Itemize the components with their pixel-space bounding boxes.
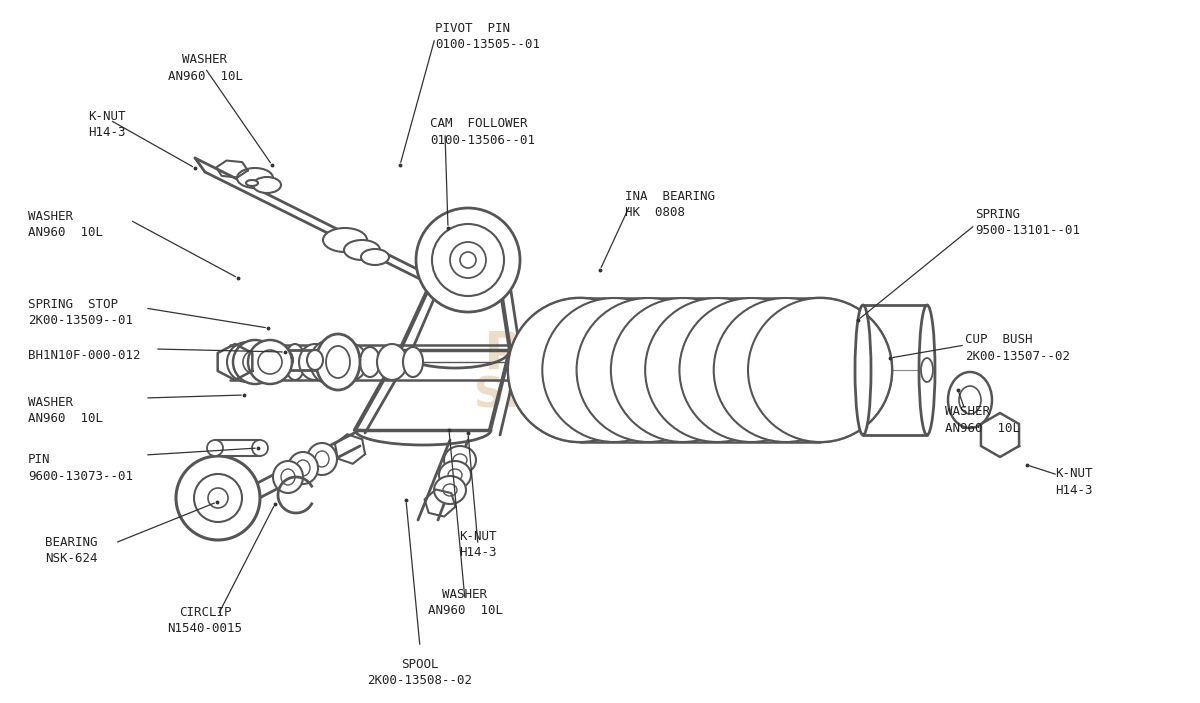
Ellipse shape <box>307 350 323 370</box>
Text: K-NUT
H14-3: K-NUT H14-3 <box>88 110 126 139</box>
Ellipse shape <box>314 451 329 467</box>
Text: CIRCLIP
N1540-0015: CIRCLIP N1540-0015 <box>168 606 242 636</box>
Ellipse shape <box>208 488 228 508</box>
Ellipse shape <box>246 180 258 186</box>
Ellipse shape <box>403 347 424 377</box>
Text: K-NUT
H14-3: K-NUT H14-3 <box>1055 467 1092 496</box>
Ellipse shape <box>274 461 302 493</box>
Ellipse shape <box>361 249 389 265</box>
Ellipse shape <box>748 298 892 442</box>
Text: SPRING
9500-13101--01: SPRING 9500-13101--01 <box>974 208 1080 238</box>
Text: SPRING  STOP
2K00-13509--01: SPRING STOP 2K00-13509--01 <box>28 298 133 328</box>
Ellipse shape <box>508 298 652 442</box>
Ellipse shape <box>948 372 992 428</box>
Ellipse shape <box>248 340 292 384</box>
Ellipse shape <box>542 298 686 442</box>
Ellipse shape <box>299 344 331 380</box>
Text: BEARING
NSK-624: BEARING NSK-624 <box>46 536 97 565</box>
Ellipse shape <box>959 386 982 414</box>
Ellipse shape <box>508 298 652 442</box>
Text: WASHER
AN960  10L: WASHER AN960 10L <box>28 210 103 240</box>
Ellipse shape <box>439 461 470 489</box>
Ellipse shape <box>432 224 504 296</box>
Ellipse shape <box>344 240 380 260</box>
Text: SPOOL
2K00-13508--02: SPOOL 2K00-13508--02 <box>367 658 473 688</box>
Ellipse shape <box>679 298 823 442</box>
Ellipse shape <box>277 350 293 370</box>
Ellipse shape <box>326 346 350 378</box>
Ellipse shape <box>611 298 755 442</box>
Text: WASHER
AN960  10L: WASHER AN960 10L <box>28 396 103 425</box>
Text: WASHER
AN960  10L: WASHER AN960 10L <box>168 53 242 82</box>
Ellipse shape <box>454 454 467 466</box>
Ellipse shape <box>194 474 242 522</box>
Ellipse shape <box>253 177 281 193</box>
Text: PIT: PIT <box>482 329 577 381</box>
Text: PIVOT  PIN
0100-13505--01: PIVOT PIN 0100-13505--01 <box>436 22 540 51</box>
Ellipse shape <box>919 305 935 435</box>
Bar <box>215 440 260 456</box>
Ellipse shape <box>323 228 367 252</box>
Text: WASHER
AN960  10L: WASHER AN960 10L <box>946 405 1020 434</box>
Ellipse shape <box>576 298 720 442</box>
Text: CAM  FOLLOWER
0100-13506--01: CAM FOLLOWER 0100-13506--01 <box>430 117 535 146</box>
Ellipse shape <box>416 208 520 312</box>
Text: INA  BEARING
HK  0808: INA BEARING HK 0808 <box>625 190 715 219</box>
Ellipse shape <box>443 484 457 496</box>
Text: PIN
9600-13073--01: PIN 9600-13073--01 <box>28 453 133 482</box>
Ellipse shape <box>377 344 407 380</box>
Ellipse shape <box>227 342 266 382</box>
Ellipse shape <box>450 242 486 278</box>
Ellipse shape <box>316 334 360 390</box>
Ellipse shape <box>288 452 318 484</box>
Text: WASHER
AN960  10L: WASHER AN960 10L <box>427 588 503 617</box>
Ellipse shape <box>259 344 292 380</box>
Ellipse shape <box>176 456 260 540</box>
Ellipse shape <box>360 347 380 377</box>
Ellipse shape <box>460 252 476 268</box>
Ellipse shape <box>238 168 274 188</box>
Text: CUP  BUSH
2K00-13507--02: CUP BUSH 2K00-13507--02 <box>965 333 1070 363</box>
Ellipse shape <box>748 298 892 442</box>
Ellipse shape <box>307 443 337 475</box>
Ellipse shape <box>337 344 367 380</box>
Ellipse shape <box>444 446 476 474</box>
Ellipse shape <box>310 340 350 384</box>
Ellipse shape <box>714 298 858 442</box>
Text: BH1N10F-000-012: BH1N10F-000-012 <box>28 349 140 362</box>
Ellipse shape <box>281 469 295 485</box>
Ellipse shape <box>233 340 277 384</box>
Ellipse shape <box>854 305 871 435</box>
Ellipse shape <box>252 440 268 456</box>
Ellipse shape <box>242 350 266 374</box>
Text: K-NUT
H14-3: K-NUT H14-3 <box>460 530 497 560</box>
Ellipse shape <box>434 476 466 504</box>
Ellipse shape <box>448 469 462 481</box>
Ellipse shape <box>258 350 282 374</box>
Ellipse shape <box>646 298 790 442</box>
Text: SPAR: SPAR <box>474 374 595 416</box>
Ellipse shape <box>208 440 223 456</box>
Ellipse shape <box>922 358 934 382</box>
Ellipse shape <box>286 344 305 380</box>
Ellipse shape <box>296 460 310 476</box>
